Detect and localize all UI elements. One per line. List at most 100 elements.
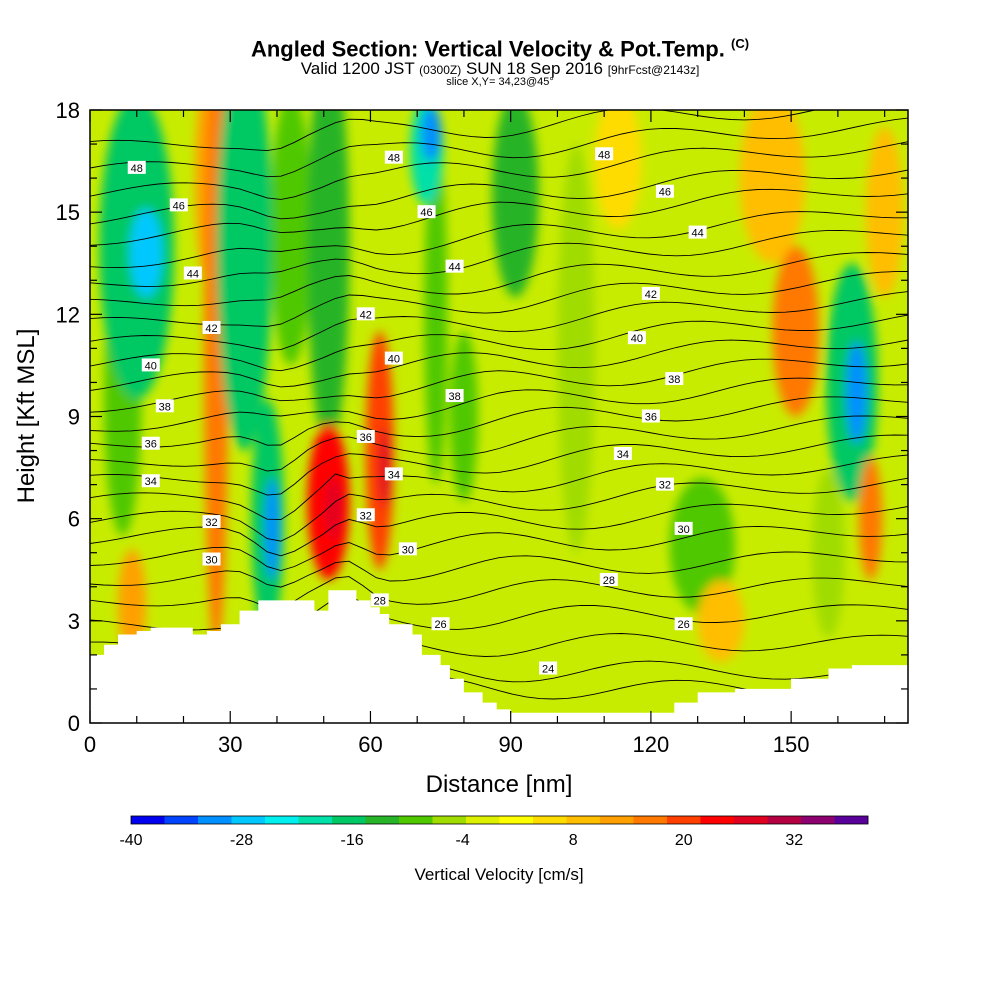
isentrope-line	[90, 252, 908, 307]
isentrope-label-text: 44	[187, 268, 199, 280]
title-suffix: (C)	[731, 36, 750, 51]
isentrope-label-text: 46	[420, 207, 432, 219]
colorbar-swatch	[432, 816, 467, 824]
isentrope-label-text: 40	[145, 360, 157, 372]
isentrope-label-text: 42	[205, 323, 217, 335]
colorbar-swatch	[231, 816, 266, 824]
y-tick-label: 12	[56, 302, 80, 327]
isentrope-label: 38	[665, 372, 684, 386]
isentrope-label: 36	[141, 436, 160, 451]
isentrope-label-text: 44	[448, 262, 460, 274]
x-tick-label: 150	[773, 732, 810, 757]
x-tick-label: 120	[633, 732, 670, 757]
isentrope-line	[90, 551, 908, 588]
isentrope-label-text: 30	[678, 524, 690, 536]
x-tick-label: 30	[218, 732, 242, 757]
isentrope-label: 30	[674, 521, 693, 536]
isentrope-label-text: 48	[598, 149, 610, 161]
valid-utc: (0300Z)	[419, 63, 462, 77]
isentrope-label-text: 36	[645, 412, 657, 424]
isentrope-label-text: 24	[542, 664, 554, 676]
colorbar-swatch	[365, 816, 400, 824]
isentrope-line	[90, 576, 908, 609]
isentrope-label: 40	[384, 351, 403, 366]
colorbar-tick-label: -40	[119, 832, 142, 849]
colorbar-tick-label: 8	[569, 832, 578, 849]
isentrope-label: 40	[627, 331, 646, 345]
isentrope-label-text: 38	[448, 391, 460, 403]
colorbar-swatch	[734, 816, 768, 824]
isentrope-label: 46	[169, 198, 188, 212]
isentrope-label-text: 34	[617, 449, 629, 461]
colorbar-tick-label: 32	[785, 832, 803, 849]
isentrope-label: 48	[127, 160, 146, 175]
isentrope-label-text: 30	[402, 544, 414, 556]
isentrope-label-text: 46	[173, 200, 185, 212]
velocity-cell	[697, 579, 745, 662]
x-tick-label: 90	[498, 732, 522, 757]
isentrope-line	[90, 377, 908, 432]
isentrope-label: 46	[417, 205, 436, 219]
y-tick-label: 3	[68, 609, 80, 634]
colorbar: -40 -28 -16 -4 8 20 32	[119, 815, 869, 849]
y-axis-label: Height [Kft MSL]	[13, 329, 40, 504]
isentrope-label-text: 34	[388, 469, 400, 481]
velocity-cell	[264, 477, 280, 580]
isentrope-label: 44	[183, 266, 202, 280]
isentrope-line	[90, 188, 908, 246]
velocity-cell	[669, 477, 736, 615]
isentrope-label: 38	[445, 389, 464, 403]
colorbar-swatch	[466, 816, 500, 824]
y-tick-label: 9	[68, 405, 80, 430]
isentrope-label-text: 30	[205, 555, 217, 567]
isentrope-label: 24	[539, 661, 558, 676]
velocity-cell	[129, 208, 163, 298]
chart-title: Angled Section: Vertical Velocity & Pot.…	[0, 36, 1000, 62]
isentrope-line	[90, 141, 908, 200]
isentrope-label: 48	[595, 147, 614, 161]
isentrope-label: 46	[655, 184, 674, 199]
isentrope-label: 36	[356, 429, 375, 444]
isentrope-line	[90, 117, 908, 178]
isentrope-line	[90, 434, 908, 496]
isentrope-label-text: 42	[645, 289, 657, 301]
colorbar-swatch	[499, 816, 534, 824]
isentrope-label: 44	[688, 225, 707, 240]
colorbar-tick-label: -16	[341, 832, 364, 849]
isentrope-label-text: 26	[434, 619, 446, 631]
isentrope-label: 32	[655, 477, 674, 492]
isentrope-line	[90, 477, 908, 542]
isentrope-label: 42	[202, 320, 221, 335]
colorbar-swatch	[332, 816, 366, 824]
isentrope-line	[90, 396, 908, 448]
colorbar-swatch	[700, 816, 735, 824]
isentrope-label: 48	[384, 150, 403, 165]
colorbar-swatch	[164, 816, 199, 824]
isentrope-label-text: 36	[360, 432, 372, 444]
y-tick-label: 6	[68, 507, 80, 532]
x-tick-label: 60	[358, 732, 382, 757]
velocity-cell	[325, 477, 341, 540]
isentrope-label: 34	[141, 474, 160, 488]
isentrope-label: 26	[674, 617, 693, 631]
velocity-cell	[846, 341, 867, 444]
colorbar-swatch	[801, 816, 835, 824]
isentrope-line	[90, 169, 908, 225]
isentrope-label-text: 44	[692, 228, 704, 240]
y-tick-label: 15	[56, 200, 80, 225]
isentrope-line	[90, 339, 908, 391]
valid-prefix: Valid 1200 JST	[300, 59, 415, 78]
isentrope-label-text: 42	[360, 309, 372, 321]
isentrope-line	[90, 454, 908, 521]
colorbar-tick-label: -28	[230, 832, 253, 849]
forecast-info: [9hrFcst@2143z]	[607, 63, 700, 77]
isentrope-label-text: 48	[131, 163, 143, 175]
isentrope-line	[90, 110, 817, 152]
colorbar-swatch	[767, 816, 802, 824]
x-axis-label: Distance [nm]	[426, 771, 573, 798]
isentrope-label-text: 32	[659, 480, 671, 492]
velocity-cell	[424, 144, 448, 485]
title-main: Angled Section: Vertical Velocity & Pot.…	[250, 36, 725, 62]
colorbar-swatch	[566, 816, 601, 824]
